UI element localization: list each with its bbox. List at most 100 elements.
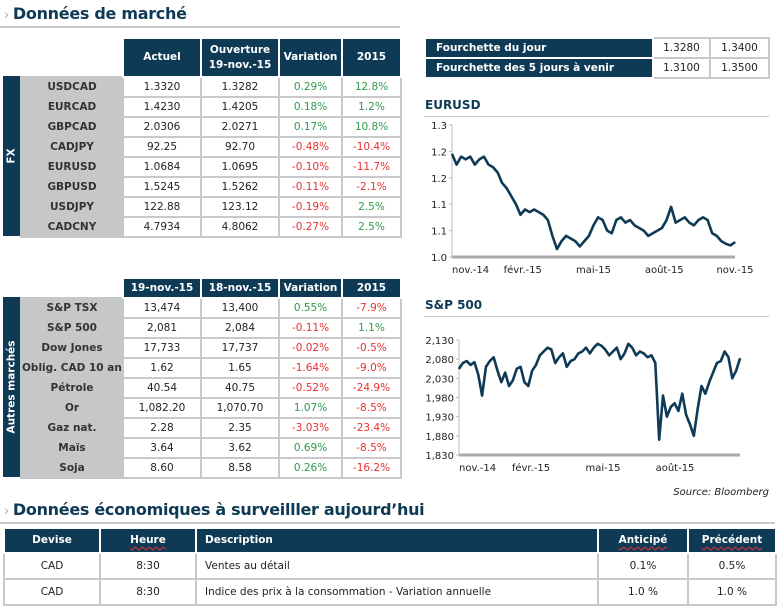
- y-tick-label: 1.3: [431, 121, 447, 132]
- col-header-description: Description: [195, 527, 599, 554]
- table-row: Dow Jones 17,733 17,737 -0.02% -0.5%: [20, 337, 402, 359]
- instrument-label: USDCAD: [20, 76, 124, 98]
- data-point: [597, 216, 599, 218]
- x-tick-label: nov.-14: [452, 265, 489, 276]
- y-tick-label: 1,930: [425, 413, 454, 424]
- data-point: [652, 232, 654, 234]
- range-high: 1.3500: [709, 57, 770, 79]
- table-row: CAD 8:30 Ventes au détail 0.1% 0.5%: [3, 552, 777, 580]
- range-label: Fourchette du jour: [424, 37, 654, 59]
- data-point: [566, 366, 568, 368]
- instrument-label: S&P TSX: [20, 297, 124, 319]
- previous-cell: 1,070.70: [200, 397, 280, 419]
- instrument-label: EURCAD: [20, 96, 124, 118]
- ytd-cell: 2.5%: [341, 196, 402, 218]
- data-point: [554, 362, 556, 364]
- data-point: [510, 195, 512, 197]
- table-row: EURUSD 1.0684 1.0695 -0.10% -11.7%: [20, 156, 402, 178]
- data-point: [500, 381, 502, 383]
- data-point: [458, 368, 460, 370]
- y-tick-label: 1.1: [431, 227, 447, 238]
- data-point: [643, 230, 645, 232]
- data-point: [700, 385, 703, 387]
- market-section-title: › Données de marché: [4, 4, 187, 23]
- table-row: GBPCAD 2.0306 2.0271 0.17% 10.8%: [20, 116, 402, 138]
- ytd-cell: 1.2%: [341, 96, 402, 118]
- data-point: [596, 343, 599, 345]
- data-point: [627, 343, 629, 345]
- ouverture-cell: 2.0271: [200, 116, 280, 138]
- col-header-actuel: Actuel: [122, 37, 202, 78]
- x-tick-label: mai-15: [586, 463, 621, 474]
- instrument-label: USDJPY: [20, 196, 124, 218]
- data-point: [654, 362, 656, 364]
- other-markets-side-label: Autres marchés: [3, 297, 20, 477]
- data-point: [551, 235, 554, 237]
- variation-cell: -0.52%: [278, 377, 343, 399]
- previous-cell: 40.75: [200, 377, 280, 399]
- table-row: Pétrole 40.54 40.75 -0.52% -24.9%: [20, 377, 402, 399]
- data-point: [661, 227, 663, 229]
- data-point: [515, 203, 517, 205]
- data-point: [588, 235, 590, 237]
- ytd-cell: -24.9%: [341, 377, 402, 399]
- data-point: [643, 352, 645, 355]
- ytd-cell: -23.4%: [341, 417, 402, 439]
- market-title-text: Données de marché: [12, 4, 187, 23]
- col-header-devise: Devise: [3, 527, 101, 554]
- data-point: [474, 164, 476, 166]
- table-row: Soja 8.60 8.58 0.26% -16.2%: [20, 457, 402, 479]
- data-point: [616, 347, 618, 349]
- x-tick-label: févr.-15: [512, 462, 550, 474]
- data-point: [673, 402, 676, 404]
- data-point: [519, 366, 522, 368]
- chevron-right-icon: ›: [4, 504, 9, 519]
- data-point: [496, 370, 499, 372]
- data-point: [689, 423, 691, 425]
- ytd-cell: 12.8%: [341, 76, 402, 98]
- eurusd-chart: 1.3 1.2 1.2 1.1 1.1 1.0 nov.-14 févr.-15 mai-15 a…: [431, 121, 753, 276]
- current-cell: 13,474: [122, 297, 202, 319]
- data-point: [615, 219, 617, 221]
- data-point: [543, 350, 545, 353]
- actuel-cell: 1.3320: [122, 76, 202, 98]
- col-header-2015: 2015: [341, 37, 402, 78]
- range-table: Fourchette du jour 1.3280 1.3400 Fourchett…: [424, 37, 770, 79]
- range-high: 1.3400: [709, 37, 770, 59]
- divider: [0, 522, 775, 524]
- data-point: [570, 360, 572, 362]
- economic-section-title: › Données économiques à surveilller aujou…: [4, 500, 425, 519]
- fx-side-label: FX: [3, 76, 20, 236]
- heure-cell: 8:30: [99, 578, 197, 606]
- data-point: [589, 352, 591, 355]
- y-tick-label: 1.2: [431, 174, 447, 185]
- ytd-cell: 2.5%: [341, 216, 402, 238]
- ytd-cell: -2.1%: [341, 176, 402, 198]
- y-tick-label: 1,980: [425, 394, 454, 405]
- divider: [424, 116, 769, 117]
- data-point: [581, 350, 583, 353]
- data-point: [647, 356, 649, 358]
- data-point: [478, 158, 480, 160]
- actuel-cell: 2.0306: [122, 116, 202, 138]
- data-point: [528, 211, 531, 213]
- data-point: [592, 224, 595, 226]
- x-tick-label: mai-15: [576, 265, 611, 276]
- x-tick-label: août-15: [656, 462, 695, 474]
- data-point: [620, 358, 622, 360]
- data-point: [720, 360, 722, 362]
- table-row: USDJPY 122.88 123.12 -0.19% 2.5%: [20, 196, 402, 218]
- data-point: [523, 381, 526, 383]
- current-cell: 2,081: [122, 317, 202, 339]
- data-point: [685, 414, 687, 416]
- variation-cell: -0.10%: [278, 156, 343, 178]
- data-point: [716, 362, 718, 364]
- data-point: [585, 347, 587, 349]
- data-point: [469, 156, 471, 158]
- data-point: [606, 230, 608, 232]
- sp500-chart: 2,130 2,080 2,030 1,980 1,930 1,880 1,830 nov.-…: [425, 336, 742, 474]
- actuel-cell: 1.4230: [122, 96, 202, 118]
- data-point: [542, 214, 544, 216]
- current-cell: 40.54: [122, 377, 202, 399]
- col-header-19nov: 19-nov.-15: [122, 277, 202, 299]
